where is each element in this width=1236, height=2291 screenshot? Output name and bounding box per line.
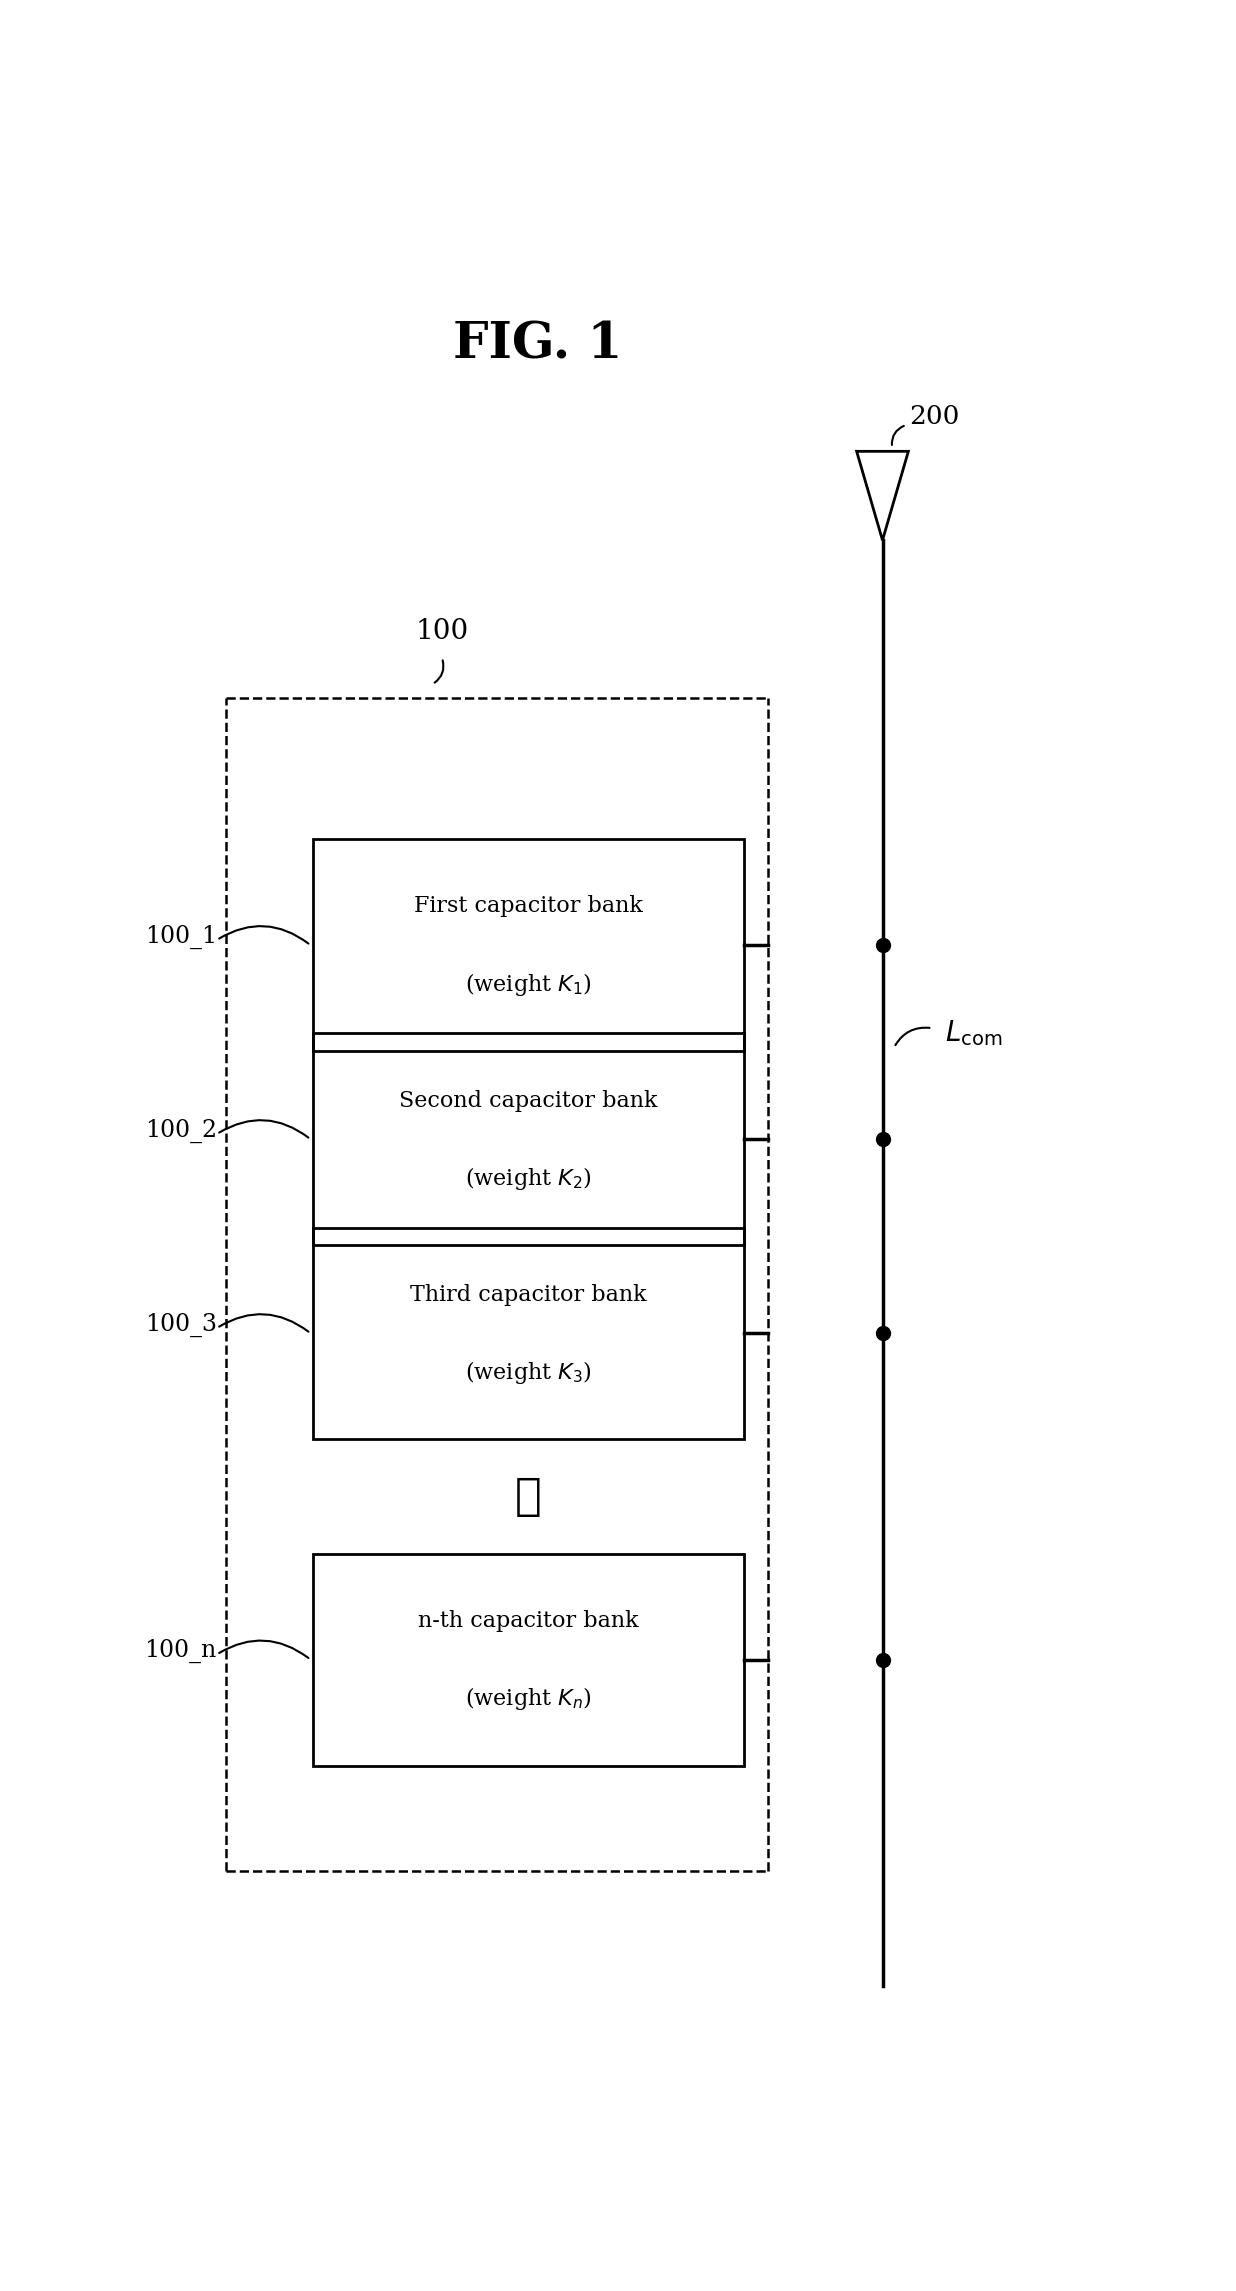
Text: 200: 200 [910, 403, 959, 428]
Text: FIG. 1: FIG. 1 [452, 321, 623, 369]
Text: 100_1: 100_1 [145, 923, 216, 948]
Bar [313, 839, 744, 1052]
Text: Second capacitor bank: Second capacitor bank [399, 1091, 658, 1111]
Text: (weight $K_1$): (weight $K_1$) [465, 971, 592, 997]
Text: 100_3: 100_3 [145, 1313, 216, 1336]
Bar [313, 1033, 744, 1246]
Text: $L_{\mathrm{com}}$: $L_{\mathrm{com}}$ [944, 1019, 1002, 1049]
Text: (weight $K_3$): (weight $K_3$) [465, 1359, 592, 1386]
Text: First capacitor bank: First capacitor bank [414, 896, 643, 916]
Bar [313, 1228, 744, 1439]
Text: 100_n: 100_n [145, 1638, 216, 1663]
Text: (weight $K_n$): (weight $K_n$) [465, 1684, 591, 1711]
Bar [313, 1553, 744, 1766]
Text: n-th capacitor bank: n-th capacitor bank [418, 1611, 638, 1631]
Text: ⋮: ⋮ [514, 1475, 541, 1519]
Text: 100_2: 100_2 [145, 1118, 216, 1143]
Text: (weight $K_2$): (weight $K_2$) [465, 1164, 592, 1191]
Text: 100: 100 [415, 619, 468, 644]
Text: Third capacitor bank: Third capacitor bank [410, 1283, 646, 1306]
